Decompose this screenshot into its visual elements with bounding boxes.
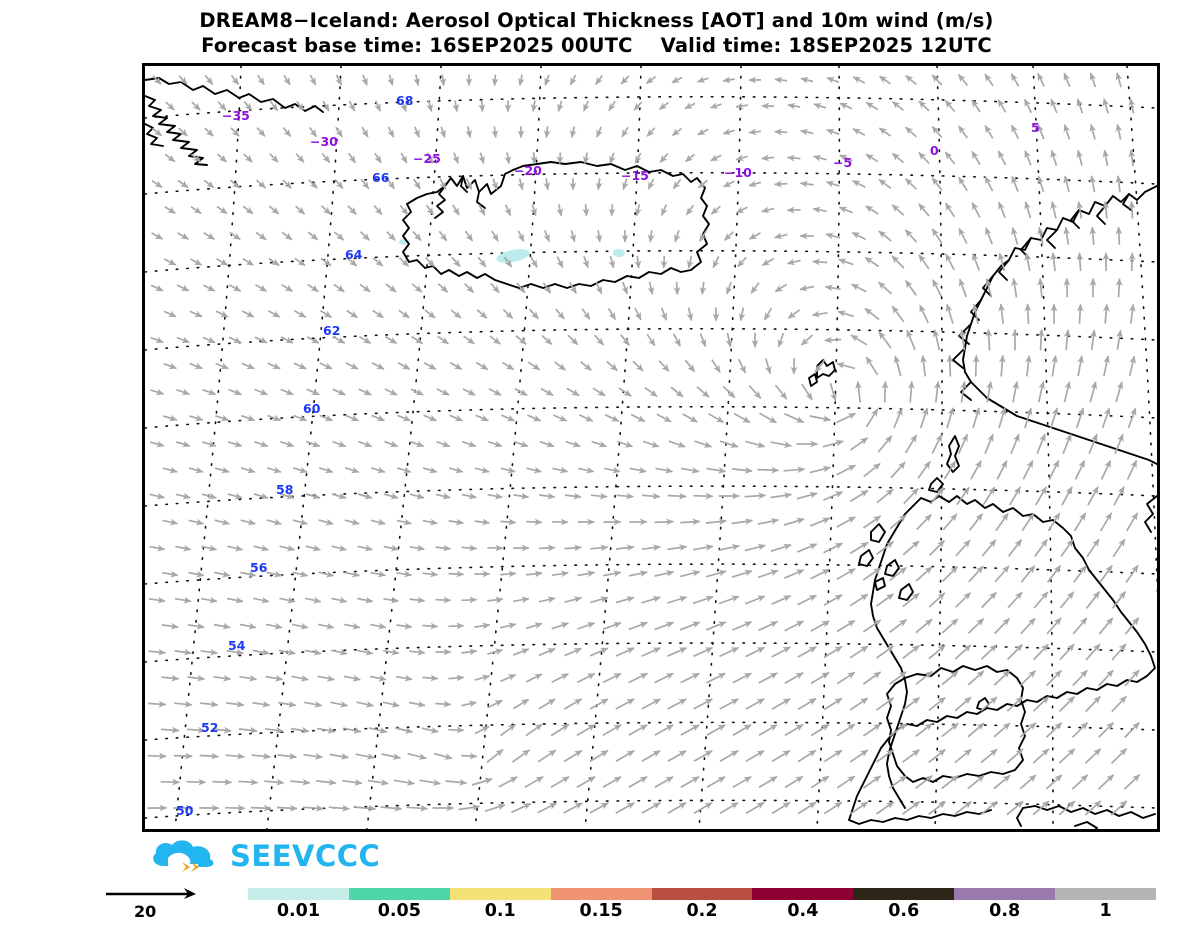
colorbar-tick-7: 0.8 (989, 901, 1021, 921)
lat-label-56: 56 (250, 560, 268, 575)
graticule-lines (145, 66, 1157, 829)
colorbar-tick-8: 1 (1099, 901, 1112, 921)
colorbar-tick-3: 0.15 (579, 901, 623, 921)
colorbar-segment-0 (248, 888, 349, 900)
colorbar-segment-7 (954, 888, 1056, 900)
colorbar-segment-4 (651, 888, 753, 900)
lat-label-64: 64 (345, 247, 363, 262)
colorbar-segment-5 (752, 888, 854, 900)
aot-colorbar-ticks: 0.01 0.05 0.1 0.15 0.2 0.4 0.6 0.8 1 (248, 901, 1156, 925)
map-canvas (145, 66, 1157, 829)
lon-label-5: 5 (1031, 120, 1040, 135)
lat-label-60: 60 (303, 401, 321, 416)
lat-label-52: 52 (201, 720, 219, 735)
wind-scale-reference: 20 (104, 886, 214, 924)
colorbar-segment-8 (1055, 888, 1157, 900)
chart-title-block: DREAM8−Iceland: Aerosol Optical Thicknes… (0, 8, 1193, 58)
colorbar-segment-6 (853, 888, 955, 900)
aot-colorbar[interactable] (248, 888, 1157, 900)
map-panel[interactable] (142, 63, 1160, 832)
arrow-right-icon (106, 888, 196, 899)
lat-label-66: 66 (372, 170, 390, 185)
colorbar-tick-0: 0.01 (276, 901, 321, 921)
wind-scale-label: 20 (134, 902, 157, 921)
lat-label-68: 68 (396, 93, 414, 108)
colorbar-segment-2 (449, 888, 551, 900)
colorbar-segment-1 (348, 888, 450, 900)
lon-label-minus35: −35 (222, 108, 250, 123)
lon-label-minus25: −25 (413, 151, 441, 166)
colorbar-tick-1: 0.05 (377, 901, 421, 921)
lon-label-minus30: −30 (310, 134, 338, 149)
coastlines (145, 77, 1157, 829)
lat-label-50: 50 (176, 803, 194, 818)
colorbar-tick-5: 0.4 (787, 901, 819, 921)
wind-vector-field (147, 72, 1141, 816)
colorbar-tick-6: 0.6 (888, 901, 920, 921)
colorbar-segment-3 (550, 888, 652, 900)
cloud-icon (153, 840, 214, 872)
lon-label-minus5: −5 (833, 155, 853, 170)
lon-label-minus20: −20 (514, 163, 542, 178)
lat-label-54: 54 (228, 638, 246, 653)
lon-label-0: 0 (930, 143, 939, 158)
aot-shading (399, 239, 625, 263)
chart-subtitle: Forecast base time: 16SEP2025 00UTC Vali… (201, 34, 992, 57)
lat-label-58: 58 (276, 482, 294, 497)
colorbar-tick-4: 0.2 (686, 901, 718, 921)
colorbar-tick-2: 0.1 (484, 901, 516, 921)
page-title: DREAM8−Iceland: Aerosol Optical Thicknes… (199, 9, 994, 32)
lon-label-minus10: −10 (724, 165, 752, 180)
seevccc-logo: SEEVCCC (146, 836, 380, 878)
lon-label-minus15: −15 (621, 168, 649, 183)
lat-label-62: 62 (323, 323, 341, 338)
logo-text: SEEVCCC (230, 839, 381, 873)
